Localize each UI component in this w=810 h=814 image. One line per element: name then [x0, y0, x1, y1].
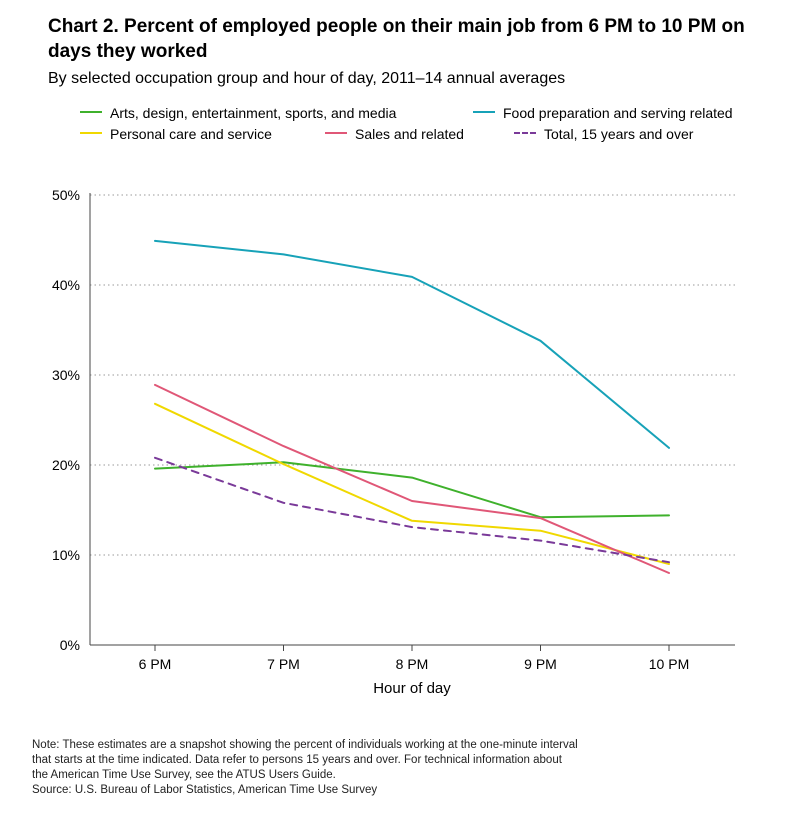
- y-tick-label: 40%: [52, 277, 80, 293]
- legend-label-sales: Sales and related: [355, 126, 464, 142]
- legend-swatch-food: [473, 111, 495, 114]
- series-line-2: [154, 402, 670, 565]
- legend-item-food: Food preparation and serving related: [473, 104, 733, 122]
- legend-swatch-arts: [80, 111, 102, 114]
- chart-notes: Note: These estimates are a snapshot sho…: [32, 738, 578, 798]
- legend-label-food: Food preparation and serving related: [503, 105, 733, 121]
- y-tick-label: 10%: [52, 547, 80, 563]
- x-tick-label: 6 PM: [139, 656, 172, 672]
- legend-label-arts: Arts, design, entertainment, sports, and…: [110, 105, 397, 121]
- y-tick-label: 50%: [52, 187, 80, 203]
- axis-labels: 0% 10% 20% 30% 40% 50% 6 PM 7 PM 8 PM 9 PM 10 PM Ho…: [52, 187, 689, 697]
- chart-subtitle: By selected occupation group and hour of…: [48, 70, 566, 87]
- legend-swatch-sales: [325, 132, 347, 135]
- x-tick-label: 10 PM: [649, 656, 689, 672]
- legend-item-arts: Arts, design, entertainment, sports, and…: [80, 104, 396, 122]
- axes: [89, 193, 735, 651]
- line-chart: 0% 10% 20% 30% 40% 50% 6 PM 7 PM 8 PM 9 PM 10 PM Ho…: [52, 187, 735, 697]
- note-text: Note: These estimates are a snapshot sho…: [32, 739, 578, 781]
- legend-item-sales: Sales and related: [325, 125, 464, 143]
- legend-swatch-total: [514, 132, 536, 135]
- y-tick-label: 0%: [60, 637, 80, 653]
- chart-title: Chart 2. Percent of employed people on t…: [48, 16, 745, 62]
- series-line-3: [154, 383, 670, 574]
- legend-label-personal-care: Personal care and service: [110, 126, 272, 142]
- x-tick-label: 9 PM: [524, 656, 557, 672]
- legend-label-total: Total, 15 years and over: [544, 126, 694, 142]
- legend-item-personal-care: Personal care and service: [80, 125, 272, 143]
- series-line-1: [154, 239, 670, 449]
- y-tick-label: 20%: [52, 457, 80, 473]
- source-text: Source: U.S. Bureau of Labor Statistics,…: [32, 784, 378, 796]
- series-lines: [154, 239, 670, 574]
- series-line-4: [154, 456, 670, 564]
- x-axis-title: Hour of day: [373, 680, 451, 697]
- y-tick-label: 30%: [52, 367, 80, 383]
- legend: Arts, design, entertainment, sports, and…: [80, 104, 780, 146]
- series-line-0: [154, 461, 670, 519]
- x-tick-label: 7 PM: [267, 656, 300, 672]
- x-tick-label: 8 PM: [396, 656, 429, 672]
- legend-swatch-personal-care: [80, 132, 102, 135]
- legend-item-total: Total, 15 years and over: [514, 125, 693, 143]
